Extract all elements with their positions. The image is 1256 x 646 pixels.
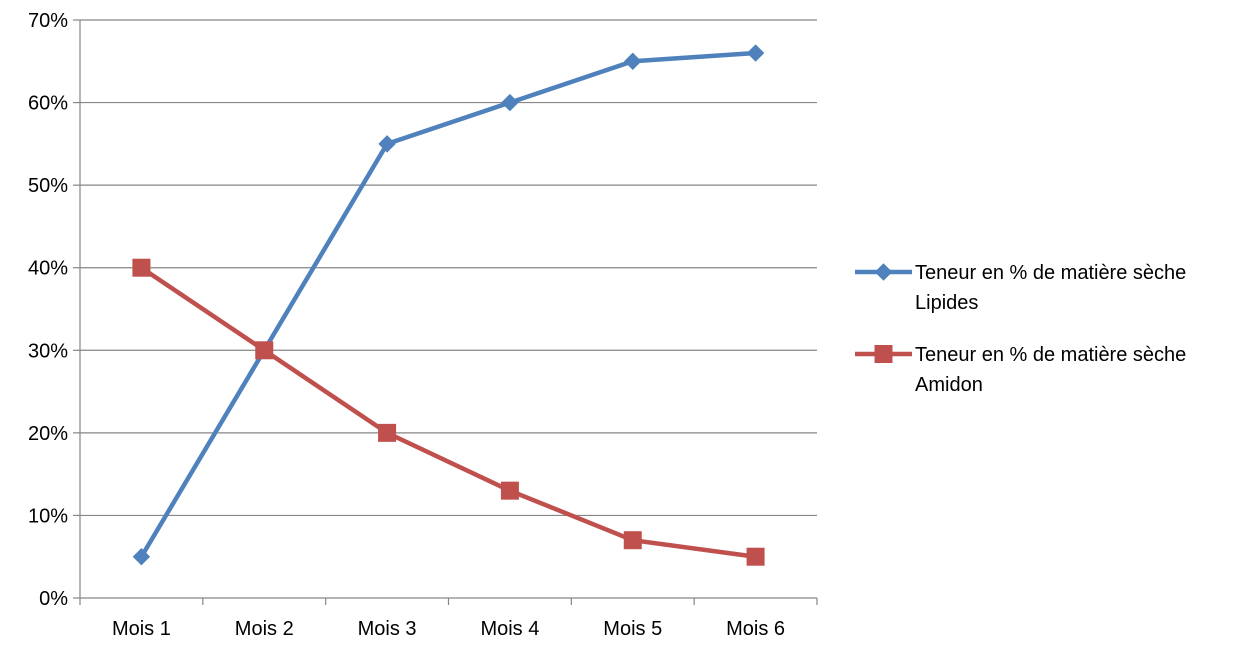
y-axis-tick-labels: 0% 10% 20% 30% 40% 50% 60% 70% (28, 10, 68, 610)
series-amidon (132, 258, 765, 566)
x-tick-label: Mois 3 (358, 618, 417, 640)
gridlines (80, 19, 817, 517)
x-tick-label: Mois 2 (235, 618, 294, 640)
y-tick-label: 20% (28, 423, 68, 445)
data-point (378, 423, 397, 442)
legend-diamond-marker (874, 263, 893, 281)
data-point (132, 258, 151, 277)
y-tick-label: 60% (28, 93, 68, 115)
series-line (139, 50, 756, 558)
legend-label: Teneur en % de matière sèche (915, 344, 1186, 366)
y-tick-label: 40% (28, 258, 68, 280)
series-line (140, 265, 756, 559)
legend-square-marker (874, 345, 893, 363)
data-point (623, 531, 642, 550)
x-tick-label: Mois 4 (480, 618, 539, 640)
y-tick-label: 0% (39, 588, 68, 610)
data-point (500, 481, 519, 500)
axes (73, 19, 818, 605)
x-tick-label: Mois 5 (603, 618, 662, 640)
data-point (501, 93, 519, 112)
y-tick-label: 70% (28, 10, 68, 32)
data-point (746, 547, 765, 566)
legend-label: Teneur en % de matière sèche (915, 262, 1186, 284)
x-tick-label: Mois 1 (112, 618, 171, 640)
y-tick-label: 50% (28, 175, 68, 197)
legend: Teneur en % de matière sècheLipidesTeneu… (855, 262, 1186, 396)
legend-entry: Teneur en % de matière sèche Lipides (855, 262, 1186, 314)
y-tick-label: 10% (28, 505, 68, 527)
data-point (378, 135, 396, 153)
legend-entry: Teneur en % de matière sèche Amidon (855, 344, 1186, 396)
series-layer (132, 44, 765, 566)
data-point (624, 52, 642, 70)
y-tick-label: 30% (28, 340, 68, 362)
data-point (746, 44, 765, 62)
data-point (255, 341, 274, 360)
x-axis-tick-labels: Mois 1 Mois 2 Mois 3 Mois 4 Mois 5 Mois 6 (112, 618, 785, 640)
data-point (132, 548, 151, 566)
x-tick-label: Mois 6 (726, 618, 785, 640)
legend-label: Lipides (915, 292, 978, 314)
series-lipides (132, 44, 765, 566)
legend-label: Amidon (915, 374, 983, 396)
